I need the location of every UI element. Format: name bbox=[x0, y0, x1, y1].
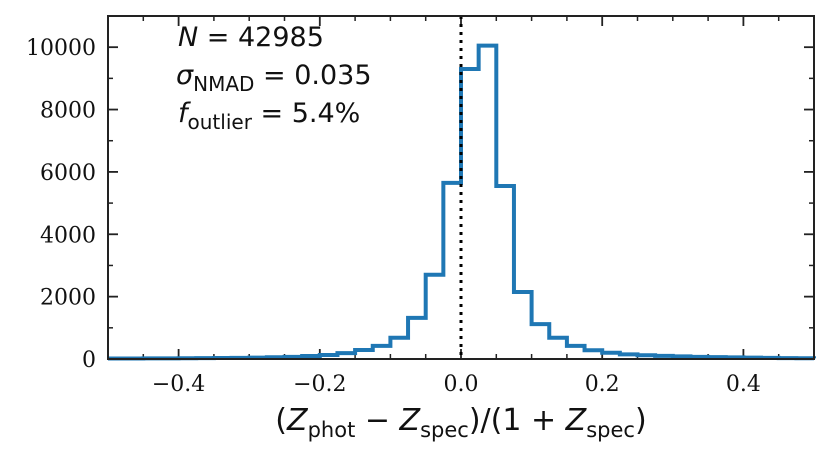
n-symbol: N bbox=[178, 22, 198, 53]
sigma-value: 0.035 bbox=[294, 60, 371, 91]
x-tick-label: 0.2 bbox=[585, 372, 620, 397]
xlabel-z-phot: Z bbox=[286, 403, 309, 438]
y-tick-label: 10000 bbox=[26, 36, 96, 61]
f-equals: = bbox=[252, 98, 292, 129]
xlabel-open: ( bbox=[275, 403, 287, 438]
annotation-n: N = 42985 bbox=[178, 22, 324, 53]
xlabel-minus: − bbox=[355, 403, 399, 438]
f-subscript: outlier bbox=[188, 110, 253, 134]
y-tick-label: 0 bbox=[82, 348, 96, 373]
y-tick-label: 8000 bbox=[40, 99, 96, 124]
xlabel-mid: )/(1 + bbox=[469, 403, 566, 438]
xlabel-phot-sub: phot bbox=[308, 418, 356, 442]
xlabel-z-spec-2: Z bbox=[565, 403, 588, 438]
sigma-subscript: NMAD bbox=[193, 72, 254, 96]
x-tick-label: −0.4 bbox=[152, 372, 205, 397]
x-tick-label: 0.0 bbox=[444, 372, 479, 397]
sigma-equals: = bbox=[254, 60, 294, 91]
plot-frame bbox=[107, 15, 815, 360]
histogram-step-line bbox=[108, 43, 816, 361]
y-tick-label: 2000 bbox=[40, 286, 96, 311]
y-tick-label: 6000 bbox=[40, 161, 96, 186]
x-tick-label: 0.4 bbox=[726, 372, 761, 397]
xlabel-close: ) bbox=[635, 403, 647, 438]
xlabel-spec-sub-2: spec bbox=[586, 418, 635, 442]
sigma-symbol: σ bbox=[176, 60, 194, 91]
xlabel-z-spec: Z bbox=[399, 403, 422, 438]
x-tick-label: −0.2 bbox=[293, 372, 346, 397]
annotation-sigma: σNMAD = 0.035 bbox=[176, 60, 372, 96]
y-tick-label: 4000 bbox=[40, 223, 96, 248]
n-equals: = bbox=[198, 22, 238, 53]
annotation-outlier: foutlier = 5.4% bbox=[178, 98, 360, 134]
axis-tick-labels: −0.4 −0.2 0.0 0.2 0.4 0 2000 4000 6000 8000 10000 bbox=[26, 36, 761, 397]
x-axis-label: (Zphot − Zspec)/(1 + Zspec) bbox=[275, 403, 646, 442]
n-value: 42985 bbox=[238, 22, 324, 53]
xlabel-spec-sub: spec bbox=[420, 418, 469, 442]
f-value: 5.4% bbox=[292, 98, 361, 129]
